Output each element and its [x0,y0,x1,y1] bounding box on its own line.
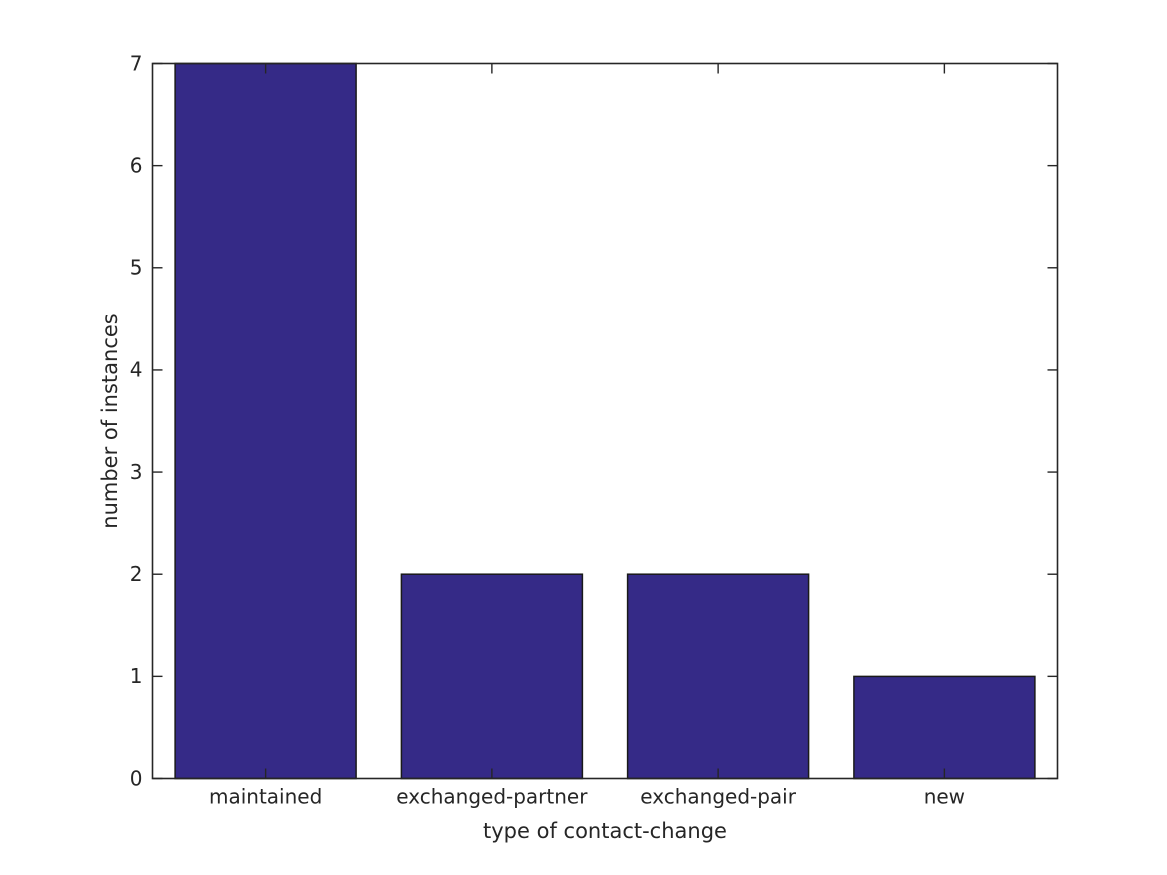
y-axis-label: number of instances [98,313,122,528]
bar [174,62,357,780]
x-tick-label: new [924,785,965,809]
y-tick-label: 6 [130,153,143,177]
tick-labels-layer: 0 1 2 3 4 5 6 7 maintained exchanged-partner excha… [130,51,965,808]
x-axis-label: type of contact-change [483,819,727,843]
y-tick-label: 3 [130,460,143,484]
y-tick-label: 2 [130,562,143,586]
y-tick-label: 1 [130,664,143,688]
y-tick-label: 5 [130,256,143,280]
bar [626,573,810,780]
y-tick-label: 0 [130,766,143,790]
y-tick-label: 7 [130,51,143,75]
bars-layer [174,62,1036,780]
bar [400,573,584,780]
plot-box [151,62,1059,780]
x-tick-label: maintained [209,785,322,809]
axes-layer [151,62,1059,780]
x-tick-label: exchanged-pair [640,785,796,809]
y-tick-label: 4 [130,358,143,382]
bar [853,675,1036,780]
x-tick-label: exchanged-partner [396,785,588,809]
